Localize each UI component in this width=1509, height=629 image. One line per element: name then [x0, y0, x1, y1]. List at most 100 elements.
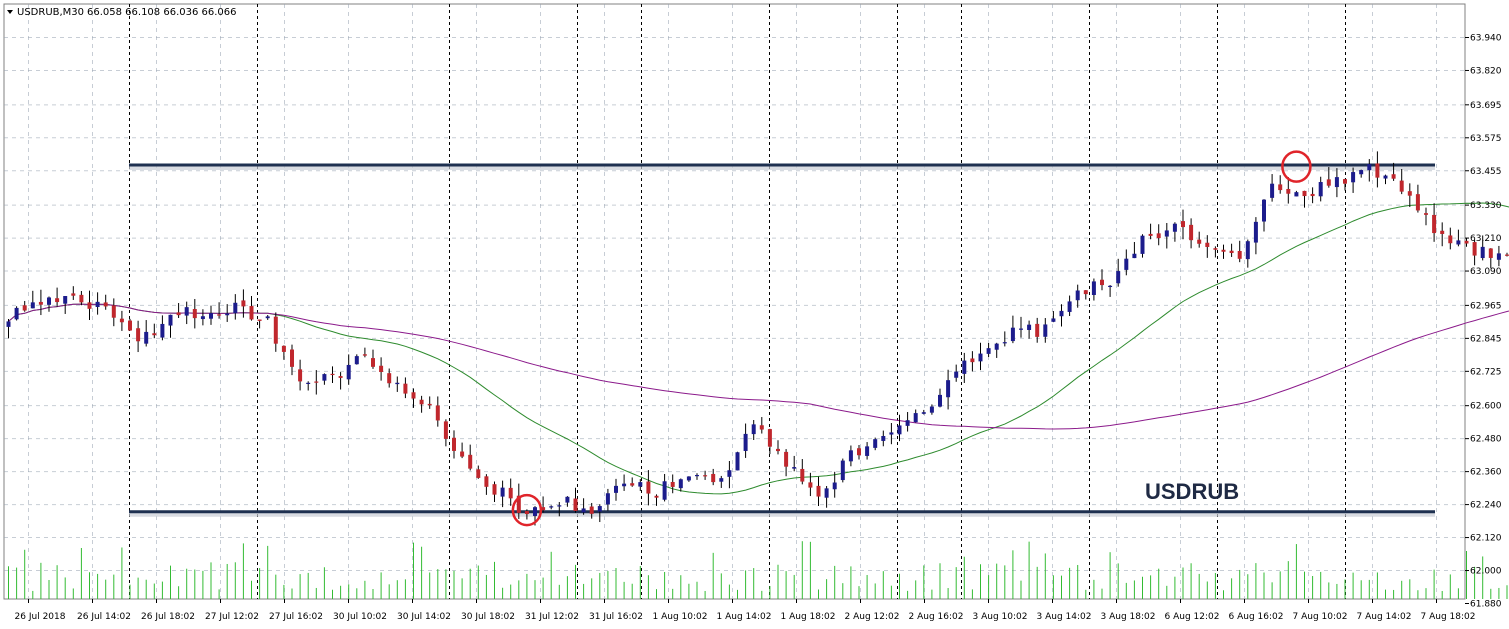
candle-body: [1415, 194, 1420, 211]
candle-body: [1464, 240, 1469, 244]
candle: [557, 502, 562, 517]
candle-body: [79, 294, 84, 303]
candle-body: [719, 478, 724, 482]
candle: [290, 344, 294, 376]
candle: [1375, 151, 1380, 188]
candle-body: [22, 305, 27, 311]
candle: [1051, 311, 1056, 323]
candle: [452, 430, 456, 459]
candle: [978, 342, 983, 371]
candle: [257, 319, 262, 329]
candle-body: [1067, 301, 1072, 312]
candle: [1205, 235, 1210, 258]
candle-body: [306, 382, 311, 384]
candle-body: [103, 302, 108, 307]
y-tick-label: 62.965: [1470, 301, 1502, 311]
x-tick-label: 27 Jul 16:02: [269, 612, 323, 622]
candle-body: [1075, 290, 1080, 301]
candle: [95, 292, 100, 315]
candle-body: [1156, 233, 1161, 239]
y-tick-label: 63.820: [1470, 66, 1502, 76]
candle-body: [314, 381, 319, 383]
candle-body: [767, 429, 772, 447]
candle-body: [241, 300, 246, 307]
candle-body: [1197, 239, 1202, 244]
candle-body: [1351, 172, 1356, 183]
y-tick-label: 63.455: [1470, 167, 1502, 177]
candle: [144, 320, 149, 347]
candle-body: [1334, 177, 1339, 188]
candle-body: [565, 496, 570, 503]
candle-body: [703, 475, 708, 477]
candle: [1229, 243, 1234, 257]
menu-triangle-icon[interactable]: [7, 10, 13, 14]
candle: [719, 475, 724, 488]
candle-body: [1456, 240, 1461, 245]
candle: [1343, 178, 1347, 191]
chart-ohlc: 66.058 66.108 66.036 66.066: [87, 7, 237, 18]
candle: [1496, 245, 1501, 267]
candle: [638, 479, 643, 491]
candles: [6, 151, 1509, 526]
candle: [1221, 244, 1226, 259]
candle-body: [1318, 182, 1323, 197]
candle: [1262, 199, 1266, 232]
candle: [597, 504, 602, 523]
candle-body: [873, 439, 878, 448]
candle-body: [176, 312, 181, 316]
candle-body: [1343, 179, 1347, 184]
candle: [743, 423, 748, 458]
moving-averages: [8, 202, 1509, 495]
candle: [265, 315, 270, 320]
candle: [905, 412, 910, 432]
ma-fast-line: [8, 202, 1509, 495]
candle: [152, 323, 157, 339]
candle-body: [881, 436, 886, 441]
candle: [516, 483, 521, 519]
candle-body: [1278, 184, 1283, 191]
candle: [354, 354, 359, 365]
candle: [103, 294, 108, 310]
candle: [1091, 278, 1096, 301]
candle-body: [209, 313, 213, 319]
candle: [946, 369, 951, 410]
candle: [1043, 318, 1048, 343]
plot-frame: [3, 3, 1466, 600]
candle-body: [233, 302, 238, 314]
candle-body: [1027, 324, 1032, 330]
candle-body: [695, 474, 699, 477]
candle: [136, 320, 141, 353]
candle: [695, 473, 699, 480]
candle: [678, 478, 683, 492]
candle: [1059, 304, 1064, 327]
x-tick-label: 7 Aug 18:02: [1421, 612, 1476, 622]
candle: [824, 486, 829, 508]
candle: [508, 478, 513, 506]
candle-body: [1448, 235, 1453, 244]
candle: [581, 498, 586, 515]
candle: [1391, 162, 1396, 181]
candle-body: [1108, 285, 1113, 288]
candle: [1367, 159, 1372, 182]
candle-body: [533, 507, 537, 516]
candle: [1359, 169, 1364, 178]
candle: [840, 458, 845, 483]
candle: [970, 351, 975, 372]
y-tick-label: 63.330: [1470, 201, 1502, 211]
candle-body: [30, 302, 35, 309]
candle-body: [986, 348, 991, 354]
candle: [1480, 235, 1485, 261]
x-tick-label: 1 Aug 18:02: [781, 612, 836, 622]
candle: [1334, 168, 1339, 198]
candle: [703, 470, 708, 480]
candle-body: [614, 485, 618, 493]
candle: [800, 459, 805, 485]
candle: [1019, 316, 1023, 338]
candle-body: [1019, 328, 1023, 330]
candle-body: [808, 482, 813, 488]
annotations: [511, 150, 1312, 527]
x-tick-label: 7 Aug 14:02: [1357, 612, 1412, 622]
candle-body: [1091, 281, 1096, 296]
candle: [1424, 207, 1428, 226]
candle-body: [735, 452, 740, 471]
